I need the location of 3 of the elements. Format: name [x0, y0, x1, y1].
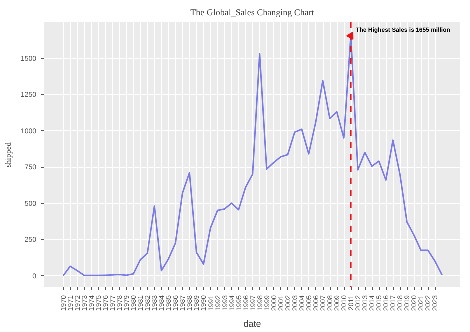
chart-title: The Global_Sales Changing Chart: [190, 8, 315, 18]
x-axis-title: date: [244, 319, 262, 330]
y-axis-title: shipped: [4, 142, 13, 168]
